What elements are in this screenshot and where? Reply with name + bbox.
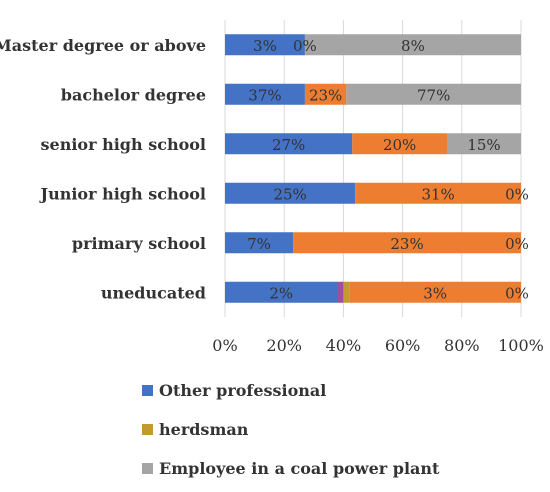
x-tick-label: 0% (212, 336, 237, 355)
category-label: bachelor degree (61, 85, 206, 104)
data-labels: 3% 0% 8% 37% 23% 77% 27% 20% 15% 25% 31% 0% 7% 23% 0% 2… (247, 37, 529, 303)
x-tick-label: 80% (444, 336, 480, 355)
data-label: 2% (269, 284, 293, 302)
data-label: 15% (467, 136, 500, 154)
bar-segment (225, 232, 294, 254)
category-label: Master degree or above (0, 36, 206, 55)
stacked-bar-chart: 3% 0% 8% 37% 23% 77% 27% 20% 15% 25% 31% 0% 7% 23% 0% 2… (0, 20, 544, 355)
data-label: 27% (272, 136, 305, 154)
bar-segment (293, 232, 521, 254)
data-label: 3% (423, 284, 447, 302)
bar-segment (349, 281, 521, 303)
data-label: 0% (505, 284, 529, 302)
data-label: 77% (417, 86, 450, 104)
legend-swatch (142, 384, 153, 396)
bars (225, 34, 521, 303)
data-label: 23% (390, 235, 423, 253)
legend-label: Employee in a coal power plant (159, 458, 440, 478)
legend-item-other-professional: Other professional (142, 378, 326, 402)
data-label: 37% (248, 86, 281, 104)
bar-segment (225, 83, 305, 105)
data-label: 0% (505, 235, 529, 253)
data-label: 20% (383, 136, 416, 154)
bar-segment (225, 182, 356, 204)
x-tick-label: 20% (266, 336, 302, 355)
data-label: 8% (401, 37, 425, 55)
bar-segment (304, 83, 347, 105)
bar-segment (343, 281, 350, 303)
category-label: uneducated (101, 283, 206, 302)
bar-segment (355, 182, 521, 204)
x-tick-label: 100% (498, 336, 544, 355)
bar-segment (337, 281, 344, 303)
bar-segment (225, 133, 353, 155)
data-label: 23% (309, 86, 342, 104)
bar-segment (447, 133, 521, 155)
data-label: 31% (421, 185, 454, 203)
category-label: Junior high school (39, 184, 207, 203)
bar-segment (352, 133, 447, 155)
category-label: primary school (72, 234, 206, 253)
category-label: senior high school (41, 135, 206, 154)
bar-segment (225, 34, 305, 56)
legend-item-employee-coal-plant: Employee in a coal power plant (142, 456, 439, 480)
data-label: 25% (273, 185, 306, 203)
data-label: 3% (253, 37, 277, 55)
legend-swatch (142, 462, 153, 474)
bar-segment (304, 34, 521, 56)
data-label: 7% (247, 235, 271, 253)
legend-label: herdsman (159, 419, 249, 439)
data-label: 0% (505, 185, 529, 203)
x-tick-label: 40% (326, 336, 362, 355)
bar-segment (225, 281, 338, 303)
legend-label: Other professional (159, 380, 327, 400)
x-tick-labels: 0% 20% 40% 60% 80% 100% (212, 336, 544, 355)
legend-item-herdsman: herdsman (142, 417, 248, 441)
data-label: 0% (293, 37, 317, 55)
bar-segment (346, 83, 521, 105)
category-labels: Master degree or above bachelor degree sen… (0, 36, 206, 303)
legend-swatch (142, 423, 153, 435)
x-tick-label: 60% (385, 336, 421, 355)
gridlines (224, 20, 522, 317)
